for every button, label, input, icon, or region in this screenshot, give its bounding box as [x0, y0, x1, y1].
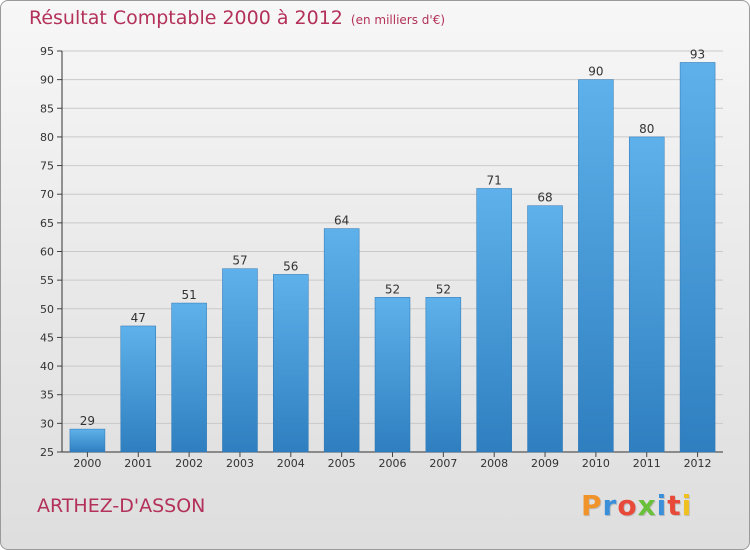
logo-letter: t — [667, 489, 682, 522]
y-tick-label: 25 — [40, 446, 54, 459]
y-tick-label: 80 — [40, 131, 54, 144]
data-label: 68 — [537, 191, 552, 205]
data-label: 52 — [436, 282, 451, 296]
data-label: 64 — [334, 214, 349, 228]
y-tick-label: 55 — [40, 274, 54, 287]
labels: 25 30 35 40 45 50 55 60 65 70 75 80 85 90 95 29 2000 47 20… — [40, 45, 712, 470]
data-label: 29 — [80, 414, 95, 428]
bar — [527, 205, 563, 453]
x-tick-label: 2008 — [480, 457, 508, 470]
bars — [69, 62, 716, 453]
y-tick-label: 40 — [40, 360, 54, 373]
bar — [679, 62, 716, 453]
x-tick-label: 2003 — [226, 457, 254, 470]
x-tick-label: 2006 — [379, 457, 407, 470]
x-tick-label: 2000 — [73, 457, 101, 470]
bar — [578, 79, 614, 453]
bar — [222, 268, 258, 453]
y-tick-label: 70 — [40, 188, 54, 201]
y-tick-label: 90 — [40, 74, 54, 87]
logo-letter: o — [617, 489, 638, 522]
data-label: 57 — [232, 254, 247, 268]
chart-subtitle: (en milliers d'€) — [350, 13, 446, 27]
x-tick-label: 2009 — [531, 457, 559, 470]
y-tick-label: 60 — [40, 246, 54, 259]
x-tick-label: 2012 — [684, 457, 712, 470]
commune-name: ARTHEZ-D'ASSON — [37, 495, 206, 517]
data-label: 52 — [385, 282, 400, 296]
x-tick-label: 2001 — [124, 457, 152, 470]
bar — [120, 325, 157, 453]
data-label: 56 — [283, 259, 298, 273]
chart-title-text: Résultat Comptable 2000 à 2012 — [29, 7, 343, 29]
proxiti-logo: Proxiti — [581, 489, 692, 522]
bar — [323, 228, 360, 453]
y-tick-label: 30 — [40, 417, 54, 430]
y-tick-label: 45 — [40, 331, 54, 344]
bar — [628, 136, 665, 453]
data-label: 51 — [181, 288, 196, 302]
y-tick-label: 85 — [40, 102, 54, 115]
y-tick-label: 75 — [40, 160, 54, 173]
logo-letter: i — [681, 489, 693, 522]
bar — [374, 297, 411, 453]
data-label: 80 — [639, 122, 654, 136]
logo-letter: x — [637, 489, 657, 522]
logo-letter: r — [602, 489, 618, 522]
bar — [69, 428, 106, 453]
bar — [476, 188, 512, 453]
data-label: 93 — [690, 47, 705, 61]
y-tick-label: 50 — [40, 303, 54, 316]
x-tick-label: 2011 — [633, 457, 661, 470]
bar — [425, 297, 462, 453]
x-tick-label: 2002 — [175, 457, 203, 470]
data-label: 47 — [131, 311, 146, 325]
logo-letter: i — [656, 489, 668, 522]
bar — [273, 274, 309, 453]
data-label: 90 — [588, 65, 603, 79]
x-tick-label: 2005 — [328, 457, 356, 470]
bar — [171, 302, 207, 453]
logo-letter: P — [581, 489, 603, 522]
y-tick-label: 65 — [40, 217, 54, 230]
chart-title: Résultat Comptable 2000 à 2012 (en millie… — [29, 7, 445, 29]
data-label: 71 — [487, 173, 502, 187]
y-tick-label: 35 — [40, 389, 54, 402]
x-tick-label: 2007 — [429, 457, 457, 470]
y-tick-label: 95 — [40, 45, 54, 58]
x-tick-label: 2004 — [277, 457, 305, 470]
x-tick-label: 2010 — [582, 457, 610, 470]
